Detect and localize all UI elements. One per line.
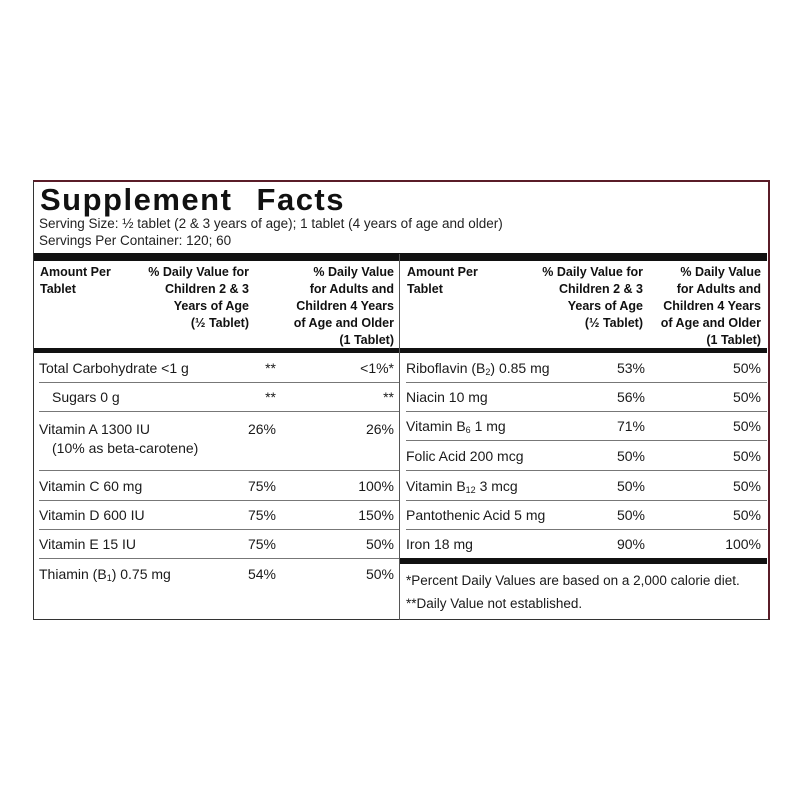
adult-dv: 50% xyxy=(732,389,761,405)
child-dv: 75% xyxy=(247,478,276,494)
left-row-vitamin-a: Vitamin A 1300 IU (10% as beta-carotene)… xyxy=(34,415,399,471)
footnote-percent-dv: *Percent Daily Values are based on a 2,0… xyxy=(406,573,740,588)
adult-dv: 50% xyxy=(732,478,761,494)
nutrient-subname: (10% as beta-carotene) xyxy=(52,440,199,456)
header-thick-rule xyxy=(34,253,767,261)
child-dv: 71% xyxy=(616,418,645,434)
left-row-sugars: Sugars 0 g ** ** xyxy=(34,383,399,411)
left-row-total-carbohydrate: Total Carbohydrate <1 g ** <1%* xyxy=(34,354,399,382)
row-divider xyxy=(406,529,767,530)
adult-dv: 26% xyxy=(365,421,394,437)
child-dv: ** xyxy=(265,360,276,376)
adult-dv: 50% xyxy=(365,536,394,552)
nutrient-name: Pantothenic Acid 5 mg xyxy=(406,507,546,523)
panel-title: Supplement Facts xyxy=(40,182,345,217)
right-header-adults: % Daily Value for Adults and Children 4 Y… xyxy=(660,265,761,347)
left-row-vitamin-d: Vitamin D 600 IU 75% 150% xyxy=(34,501,399,529)
right-row-vitamin-b6: Vitamin B6 1 mg 71% 50% xyxy=(400,412,767,440)
nutrient-name: Vitamin B6 1 mg xyxy=(406,418,506,435)
child-dv: 26% xyxy=(247,421,276,437)
left-row-vitamin-c: Vitamin C 60 mg 75% 100% xyxy=(34,472,399,500)
column-separator xyxy=(399,254,400,620)
child-dv: 75% xyxy=(247,536,276,552)
nutrient-name: Vitamin B12 3 mcg xyxy=(406,478,518,495)
left-header-adults: % Daily Value for Adults and Children 4 Y… xyxy=(293,265,394,347)
adult-dv: <1%* xyxy=(360,360,394,376)
adult-dv: 50% xyxy=(365,566,394,582)
footnote-dv-not-established: **Daily Value not established. xyxy=(406,596,583,611)
row-divider xyxy=(39,500,399,501)
nutrient-name: Sugars 0 g xyxy=(52,389,120,405)
nutrient-name: Vitamin A 1300 IU xyxy=(39,421,151,437)
adult-dv: 50% xyxy=(732,418,761,434)
nutrient-name: Vitamin E 15 IU xyxy=(39,536,137,552)
child-dv: 90% xyxy=(616,536,645,552)
adult-dv: 150% xyxy=(358,507,394,523)
nutrient-name: Niacin 10 mg xyxy=(406,389,488,405)
child-dv: 54% xyxy=(247,566,276,582)
row-divider xyxy=(406,470,767,471)
child-dv: 56% xyxy=(616,389,645,405)
child-dv: 75% xyxy=(247,507,276,523)
nutrient-name: Vitamin D 600 IU xyxy=(39,507,145,523)
right-row-folic-acid: Folic Acid 200 mcg 50% 50% xyxy=(400,442,767,470)
adult-dv: 50% xyxy=(732,507,761,523)
adult-dv: 50% xyxy=(732,448,761,464)
adult-dv: 50% xyxy=(732,360,761,376)
row-divider xyxy=(406,411,767,412)
adult-dv: 100% xyxy=(725,536,761,552)
row-divider xyxy=(39,558,399,559)
left-row-vitamin-e: Vitamin E 15 IU 75% 50% xyxy=(34,530,399,558)
left-header-bottom-rule xyxy=(34,348,399,353)
row-divider xyxy=(39,529,399,530)
right-header-children: % Daily Value for Children 2 & 3 Years of… xyxy=(542,265,643,330)
child-dv: 50% xyxy=(616,507,645,523)
right-row-pantothenic-acid: Pantothenic Acid 5 mg 50% 50% xyxy=(400,501,767,529)
child-dv: ** xyxy=(265,389,276,405)
right-row-vitamin-b12: Vitamin B12 3 mcg 50% 50% xyxy=(400,472,767,500)
row-divider xyxy=(406,382,767,383)
supplement-facts-panel: Supplement Facts Serving Size: ½ tablet … xyxy=(33,180,770,620)
child-dv: 50% xyxy=(616,448,645,464)
row-divider xyxy=(39,411,399,412)
row-divider xyxy=(39,382,399,383)
left-row-thiamin: Thiamin (B1) 0.75 mg 54% 50% xyxy=(34,560,399,588)
right-header-bottom-rule xyxy=(400,348,767,353)
row-divider xyxy=(406,440,767,441)
nutrient-name: Vitamin C 60 mg xyxy=(39,478,143,494)
serving-size: Serving Size: ½ tablet (2 & 3 years of a… xyxy=(39,216,503,231)
right-row-niacin: Niacin 10 mg 56% 50% xyxy=(400,383,767,411)
left-header-amount: Amount Per Tablet xyxy=(40,265,111,296)
adult-dv: ** xyxy=(383,389,394,405)
nutrient-name: Folic Acid 200 mcg xyxy=(406,448,524,464)
row-divider xyxy=(39,470,399,471)
child-dv: 53% xyxy=(616,360,645,376)
nutrient-name: Thiamin (B1) 0.75 mg xyxy=(39,566,171,583)
right-row-riboflavin: Riboflavin (B2) 0.85 mg 53% 50% xyxy=(400,354,767,382)
child-dv: 50% xyxy=(616,478,645,494)
right-header-amount: Amount Per Tablet xyxy=(407,265,478,296)
footnote-thick-rule xyxy=(400,558,767,564)
nutrient-name: Total Carbohydrate <1 g xyxy=(39,360,189,376)
nutrient-name: Iron 18 mg xyxy=(406,536,473,552)
left-header-children: % Daily Value for Children 2 & 3 Years of… xyxy=(148,265,249,330)
row-divider xyxy=(406,500,767,501)
right-row-iron: Iron 18 mg 90% 100% xyxy=(400,530,767,558)
servings-per-container: Servings Per Container: 120; 60 xyxy=(39,233,232,248)
adult-dv: 100% xyxy=(358,478,394,494)
nutrient-name: Riboflavin (B2) 0.85 mg xyxy=(406,360,550,377)
